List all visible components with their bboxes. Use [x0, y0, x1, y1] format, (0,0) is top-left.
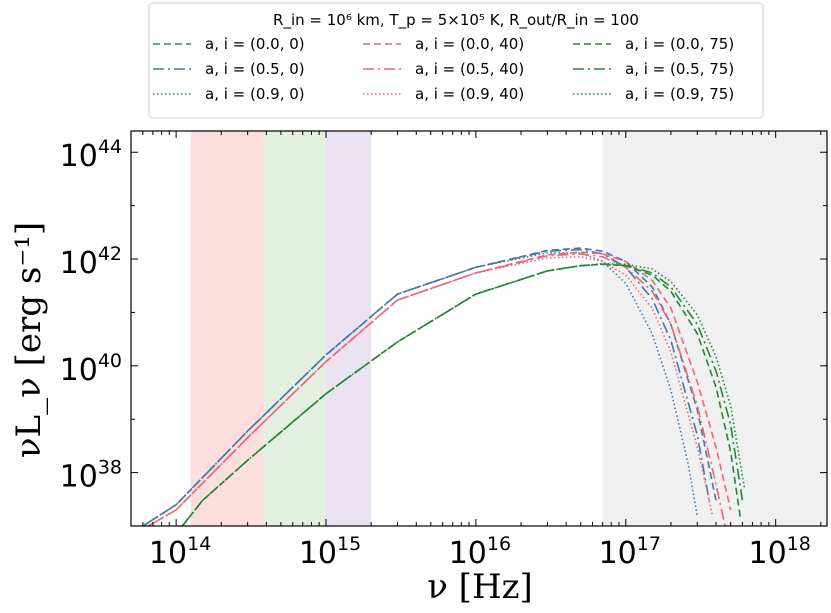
- y-axis-title: νL_ν [erg s⁻¹]: [9, 222, 49, 458]
- x-tick-label: 1014: [149, 533, 211, 571]
- series-line-5: [147, 255, 714, 526]
- band-green: [263, 131, 327, 526]
- y-tick-label: 1042: [60, 243, 122, 281]
- legend-label-6: a, i = (0.0, 75): [625, 35, 734, 53]
- x-tick-label: 1015: [299, 533, 361, 571]
- legend-title: R_in = 10⁶ km, T_p = 5×10⁵ K, R_out/R_in…: [273, 11, 639, 30]
- y-tick-label: 1044: [60, 136, 122, 174]
- x-tick-label: 1017: [599, 533, 661, 571]
- legend-label-1: a, i = (0.5, 0): [205, 60, 305, 78]
- legend-label-7: a, i = (0.5, 75): [625, 60, 734, 78]
- plot-frame: [130, 130, 828, 527]
- y-tick-label: 1038: [60, 457, 122, 495]
- axis-ticks: [130, 131, 827, 527]
- x-tick-label: 1018: [748, 533, 810, 571]
- legend-label-4: a, i = (0.5, 40): [415, 60, 524, 78]
- series-line-4: [147, 253, 726, 526]
- legend-label-2: a, i = (0.9, 0): [205, 85, 305, 103]
- band-red: [190, 131, 264, 526]
- legend-box: [148, 2, 764, 119]
- x-tick-label: 1016: [449, 533, 511, 571]
- y-tick-label: 1040: [60, 350, 122, 388]
- legend-label-0: a, i = (0.0, 0): [205, 35, 305, 53]
- band-purple: [326, 131, 372, 526]
- legend-label-8: a, i = (0.9, 75): [625, 85, 734, 103]
- series-line-8: [181, 262, 746, 526]
- x-axis-title: ν [Hz]: [427, 567, 533, 607]
- band-grey: [602, 131, 827, 526]
- axis-tick-labels: 1014 1015 1016 1017 1018 1038 1040 1042 1044: [60, 136, 811, 571]
- series-line-2: [142, 252, 699, 526]
- series-lines: [142, 247, 746, 526]
- legend: R_in = 10⁶ km, T_p = 5×10⁵ K, R_out/R_in…: [148, 2, 764, 119]
- legend-label-3: a, i = (0.0, 40): [415, 35, 524, 53]
- shaded-bands: [190, 131, 827, 526]
- legend-label-5: a, i = (0.9, 40): [415, 85, 524, 103]
- series-line-7: [181, 263, 744, 526]
